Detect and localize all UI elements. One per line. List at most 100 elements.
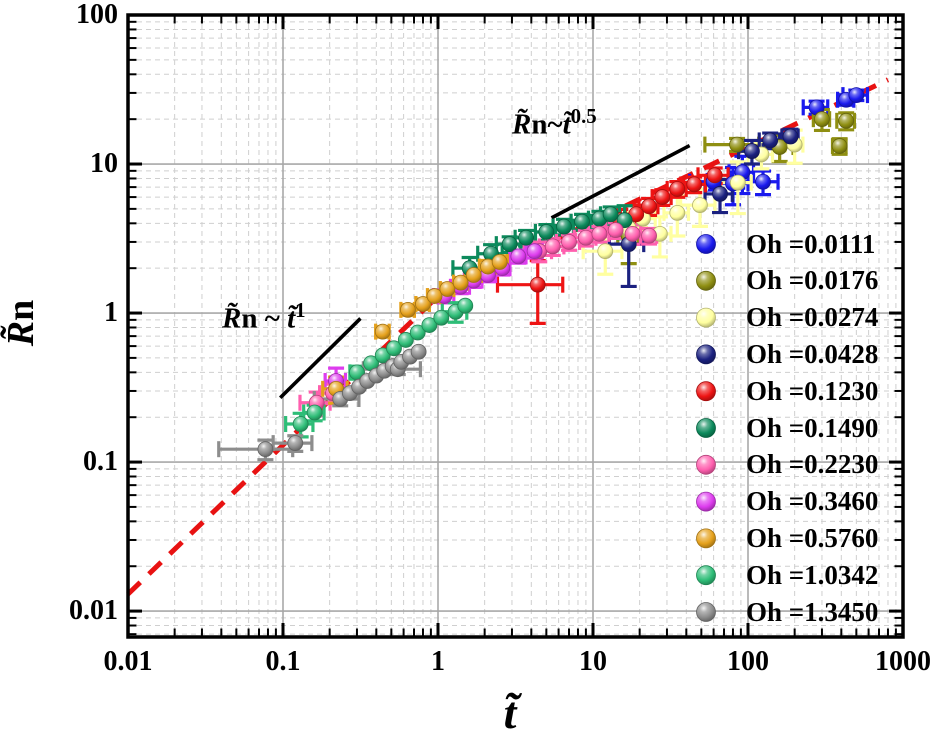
data-point — [292, 416, 309, 432]
data-point — [831, 138, 848, 154]
legend-label: Oh =0.3460 — [746, 486, 879, 517]
data-point — [510, 248, 527, 265]
data-point — [526, 243, 543, 260]
legend-label: Oh =0.0111 — [746, 228, 876, 259]
data-point — [421, 317, 438, 333]
data-point — [544, 238, 561, 255]
data-point — [692, 197, 708, 214]
legend-marker — [696, 418, 716, 438]
data-point — [529, 276, 546, 293]
data-point — [848, 87, 865, 104]
data-point — [762, 132, 779, 149]
annotation-symbol: t̃ — [562, 108, 571, 141]
legend-marker — [696, 307, 716, 328]
annotation-slope05: R̃n~t̃0.5 — [512, 104, 597, 142]
data-point — [729, 174, 746, 191]
legend-marker — [696, 381, 716, 402]
annotation-symbol: t̃ — [287, 302, 296, 335]
legend-marker — [696, 270, 716, 291]
data-point — [257, 441, 274, 458]
data-point — [439, 281, 456, 297]
legend-marker — [696, 565, 716, 586]
data-point — [433, 309, 450, 326]
legend-marker — [696, 454, 716, 475]
data-point — [591, 225, 608, 242]
data-point — [814, 111, 830, 128]
data-point — [755, 173, 771, 190]
annotation-symbol: R̃ — [222, 302, 242, 335]
data-point — [729, 136, 745, 153]
annotation-text: n ~ — [241, 302, 288, 335]
y-tick-label: 100 — [76, 0, 118, 30]
data-point — [538, 224, 555, 240]
x-tick-label: 1000 — [875, 646, 931, 677]
data-point — [706, 167, 723, 184]
x-tick-label: 0.1 — [265, 646, 301, 677]
legend-label: Oh =0.2230 — [746, 449, 879, 480]
data-point — [374, 347, 391, 364]
guide-line — [278, 317, 362, 400]
plot-border — [126, 13, 905, 639]
y-tick-label: 0.01 — [69, 595, 118, 627]
data-point — [782, 128, 799, 145]
y-tick-label: 0.1 — [83, 446, 118, 478]
x-tick-label: 10 — [579, 646, 607, 677]
data-point — [457, 297, 474, 314]
annotation-exponent: 0.5 — [570, 104, 597, 128]
data-point — [400, 301, 416, 318]
data-point — [501, 236, 518, 253]
annotation-exponent: 1 — [295, 298, 306, 322]
y-tick-label: 10 — [90, 148, 118, 180]
data-point — [654, 189, 671, 205]
data-point — [669, 181, 686, 197]
legend-label: Oh =1.3450 — [746, 596, 879, 627]
x-axis-title: t̃ — [455, 686, 565, 739]
data-point — [641, 227, 657, 244]
data-point — [744, 143, 760, 160]
legend-marker — [696, 491, 716, 512]
x-tick-label: 1 — [431, 646, 445, 677]
data-point — [287, 435, 304, 452]
data-point — [641, 198, 657, 215]
y-tick-label: 1 — [104, 297, 118, 329]
data-point — [409, 324, 426, 341]
x-tick-label: 0.01 — [103, 646, 153, 677]
guide-line — [550, 143, 691, 220]
legend-label: Oh =0.0274 — [746, 302, 879, 333]
x-axis-title-text: t̃ — [503, 687, 517, 738]
data-point — [426, 288, 443, 304]
annotation-symbol: R̃ — [512, 108, 532, 141]
y-axis-title-symbol: R̃ — [0, 320, 42, 347]
data-point — [518, 229, 534, 246]
data-point — [452, 274, 469, 291]
y-axis-title: R̃n — [0, 243, 45, 403]
legend-label: Oh =0.1490 — [746, 412, 879, 443]
data-point — [607, 222, 624, 239]
data-point — [374, 323, 391, 340]
data-point — [712, 186, 728, 202]
legend-label: Oh =0.1230 — [746, 375, 879, 406]
data-point — [556, 218, 572, 235]
data-point — [410, 343, 427, 360]
legend-marker — [696, 528, 716, 549]
x-tick-label: 100 — [727, 646, 769, 677]
annotation-slope1: R̃n ~ t̃1 — [222, 298, 306, 336]
data-point — [578, 229, 594, 246]
data-point — [397, 332, 414, 348]
data-point — [386, 340, 402, 357]
data-point — [597, 243, 614, 260]
y-axis-title-sub: n — [0, 299, 42, 321]
data-point — [838, 112, 855, 129]
legend-marker — [696, 344, 716, 365]
data-point — [306, 404, 323, 421]
legend-marker — [696, 234, 716, 254]
annotation-text: n~ — [531, 108, 563, 141]
data-point — [491, 254, 508, 270]
data-point — [686, 176, 703, 193]
data-point — [602, 206, 619, 223]
data-point — [415, 296, 431, 312]
legend-label: Oh =1.0342 — [746, 559, 879, 590]
legend-label: Oh =0.5760 — [746, 522, 879, 553]
